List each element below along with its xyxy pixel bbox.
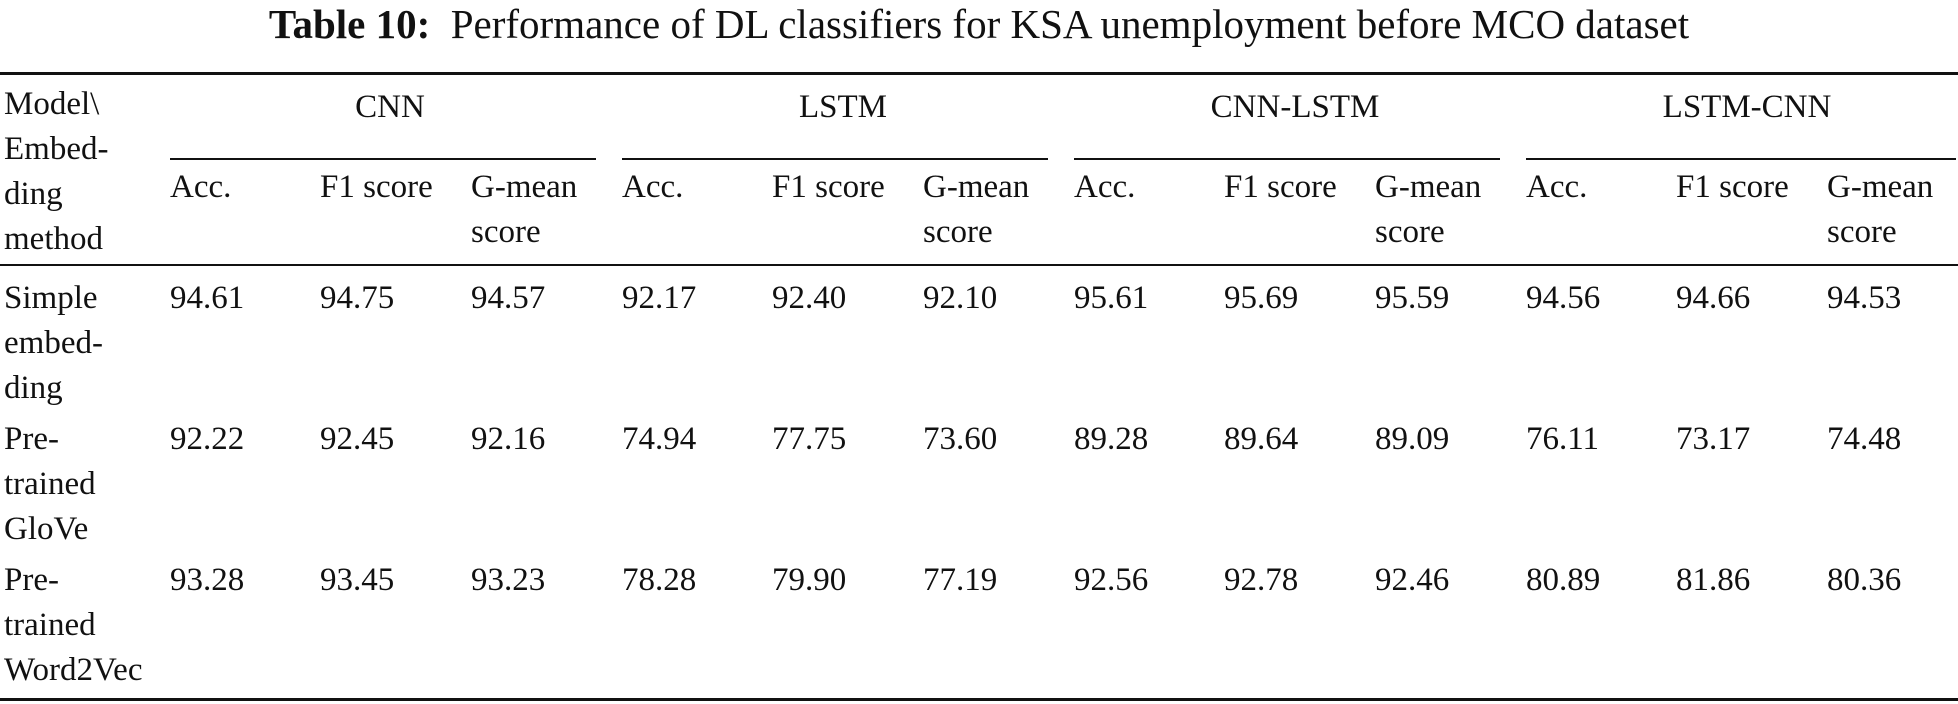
cell-lstm-cnn-acc: 94.56 — [1526, 280, 1601, 316]
cell-cnn-lstm-f1: 92.78 — [1224, 562, 1299, 598]
cell-cnn-f1: 93.45 — [320, 562, 395, 598]
table-caption: Table 10: Performance of DL classifiers … — [0, 0, 1958, 60]
cell-cnn-f1: 92.45 — [320, 421, 395, 457]
cell-cnn-lstm-acc: 92.56 — [1074, 562, 1149, 598]
cell-lstm-cnn-acc: 76.11 — [1526, 421, 1600, 457]
group-header-lstm-cnn: LSTM-CNN — [1662, 89, 1832, 125]
cell-cnn-lstm-gmean: 95.59 — [1375, 280, 1450, 316]
metric-header-f1: F1 score — [1224, 169, 1337, 205]
metric-header-gmean: G-mean — [923, 169, 1030, 205]
metric-header-gmean: G-mean — [471, 169, 578, 205]
metric-header-f1: F1 score — [772, 169, 885, 205]
cell-cnn-acc: 92.22 — [170, 421, 245, 457]
cell-lstm-cnn-gmean: 74.48 — [1827, 421, 1902, 457]
cell-lstm-acc: 92.17 — [622, 280, 697, 316]
group-rule-lstm-cnn — [1526, 158, 1956, 160]
metric-header-acc: Acc. — [622, 169, 684, 205]
group-rule-lstm — [622, 158, 1048, 160]
cell-lstm-cnn-f1: 94.66 — [1676, 280, 1751, 316]
stub-header-line: Embed- — [4, 131, 109, 167]
row-label-line: Simple — [4, 280, 98, 316]
cell-lstm-f1: 79.90 — [772, 562, 847, 598]
cell-cnn-gmean: 93.23 — [471, 562, 546, 598]
cell-lstm-gmean: 77.19 — [923, 562, 998, 598]
row-label-line: GloVe — [4, 511, 89, 547]
group-header-cnn: CNN — [355, 89, 425, 125]
row-label-line: embed- — [4, 325, 103, 361]
metric-header-f1: F1 score — [1676, 169, 1789, 205]
metric-header-f1: F1 score — [320, 169, 433, 205]
cell-lstm-cnn-f1: 73.17 — [1676, 421, 1751, 457]
cell-cnn-gmean: 92.16 — [471, 421, 546, 457]
metric-header-acc: Acc. — [1074, 169, 1136, 205]
cell-lstm-acc: 78.28 — [622, 562, 697, 598]
metric-header-gmean: G-mean — [1827, 169, 1934, 205]
metric-header-gmean-line2: score — [471, 214, 541, 250]
metric-header-gmean-line2: score — [1375, 214, 1445, 250]
cell-lstm-gmean: 73.60 — [923, 421, 998, 457]
cell-lstm-acc: 74.94 — [622, 421, 697, 457]
row-label-line: trained — [4, 607, 96, 643]
cell-cnn-lstm-gmean: 92.46 — [1375, 562, 1450, 598]
metric-header-gmean: G-mean — [1375, 169, 1482, 205]
cell-cnn-acc: 94.61 — [170, 280, 245, 316]
group-header-cnn-lstm: CNN-LSTM — [1210, 89, 1380, 125]
cell-cnn-lstm-f1: 89.64 — [1224, 421, 1299, 457]
table-caption-text: Performance of DL classifiers for KSA un… — [450, 1, 1690, 47]
cell-cnn-lstm-acc: 95.61 — [1074, 280, 1149, 316]
cell-lstm-cnn-gmean: 94.53 — [1827, 280, 1902, 316]
cell-lstm-cnn-acc: 80.89 — [1526, 562, 1601, 598]
cell-cnn-acc: 93.28 — [170, 562, 245, 598]
cell-lstm-cnn-f1: 81.86 — [1676, 562, 1751, 598]
metric-header-gmean-line2: score — [923, 214, 993, 250]
top-rule — [0, 72, 1958, 75]
row-label-line: ding — [4, 370, 63, 406]
metric-header-acc: Acc. — [1526, 169, 1588, 205]
cell-lstm-f1: 92.40 — [772, 280, 847, 316]
group-rule-cnn — [170, 158, 596, 160]
row-label-line: Pre- — [4, 562, 59, 598]
group-header-lstm: LSTM — [798, 89, 887, 125]
cell-cnn-gmean: 94.57 — [471, 280, 546, 316]
stub-header-line: ding — [4, 176, 63, 212]
group-rule-cnn-lstm — [1074, 158, 1500, 160]
row-label-line: trained — [4, 466, 96, 502]
cell-cnn-lstm-gmean: 89.09 — [1375, 421, 1450, 457]
header-rule — [0, 264, 1958, 266]
stub-header-line: method — [4, 221, 103, 257]
row-label-line: Pre- — [4, 421, 59, 457]
row-label-line: Word2Vec — [4, 652, 143, 688]
table-caption-label: Table 10: — [268, 1, 431, 47]
metric-header-acc: Acc. — [170, 169, 232, 205]
cell-cnn-lstm-acc: 89.28 — [1074, 421, 1149, 457]
cell-lstm-gmean: 92.10 — [923, 280, 998, 316]
cell-lstm-f1: 77.75 — [772, 421, 847, 457]
cell-cnn-f1: 94.75 — [320, 280, 395, 316]
metric-header-gmean-line2: score — [1827, 214, 1897, 250]
cell-cnn-lstm-f1: 95.69 — [1224, 280, 1299, 316]
bottom-rule — [0, 698, 1958, 701]
stub-header-line: Model\ — [4, 86, 100, 122]
cell-lstm-cnn-gmean: 80.36 — [1827, 562, 1902, 598]
